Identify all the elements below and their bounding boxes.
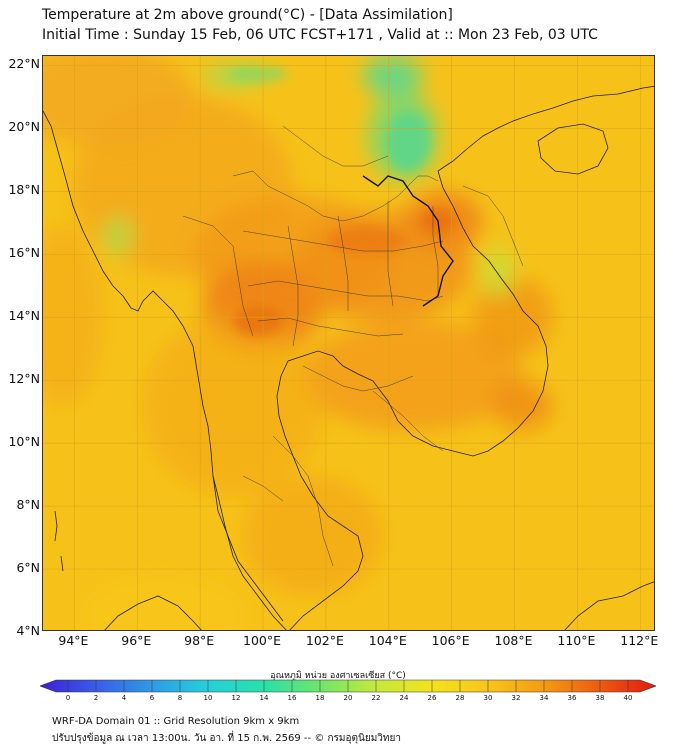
lon-tick-label: 112°E	[620, 633, 659, 648]
lat-tick-label: 10°N	[8, 434, 40, 450]
graticule	[43, 56, 654, 630]
colorbar-tick-label: 40	[623, 694, 633, 702]
lon-tick-label: 104°E	[368, 633, 407, 648]
lon-tick-label: 108°E	[494, 633, 533, 648]
colorbar-tick-label: 12	[231, 694, 241, 702]
colorbar	[40, 679, 656, 693]
colorbar-tick-label: 4	[121, 694, 127, 702]
colorbar-tick-label: 10	[203, 694, 213, 702]
lon-tick-label: 102°E	[305, 633, 344, 648]
colorbar-tick-label: 18	[315, 694, 325, 702]
mekong-border	[362, 175, 454, 307]
map-subtitle: Initial Time : Sunday 15 Feb, 06 UTC FCS…	[42, 27, 598, 43]
colorbar-tick-label: 32	[511, 694, 521, 702]
lat-tick-label: 16°N	[8, 245, 40, 261]
footer-update-info: ปรับปรุงข้อมูล ณ เวลา 13:00น. วัน อา. ที…	[52, 733, 401, 744]
lon-tick-label: 96°E	[121, 633, 152, 648]
temperature-map	[43, 56, 654, 630]
lon-tick-label: 98°E	[184, 633, 215, 648]
colorbar-tick-label: 2	[93, 694, 99, 702]
colorbar-tick-label: 28	[455, 694, 465, 702]
colorbar-tick-label: 24	[399, 694, 409, 702]
footer-model-info: WRF-DA Domain 01 :: Grid Resolution 9km …	[52, 716, 300, 727]
lon-tick-label: 110°E	[557, 633, 596, 648]
colorbar-tick-label: 38	[595, 694, 605, 702]
colorbar-title: อุณหภูมิ หน่วย องศาเซลเซียส (°C)	[270, 671, 406, 681]
colorbar-tick-label: 8	[177, 694, 183, 702]
colorbar-tick-label: 0	[65, 694, 71, 702]
lon-tick-label: 106°E	[431, 633, 470, 648]
lon-tick-label: 100°E	[243, 633, 282, 648]
coastlines-borders	[43, 85, 654, 630]
lat-tick-label: 12°N	[8, 371, 40, 387]
lat-tick-label: 4°N	[16, 623, 40, 638]
lat-tick-label: 14°N	[8, 308, 40, 324]
colorbar-tick-label: 30	[483, 694, 493, 702]
colorbar-tick-label: 26	[427, 694, 437, 702]
lat-tick-label: 8°N	[16, 497, 40, 513]
lat-tick-label: 6°N	[16, 560, 40, 576]
colorbar-tick-label: 6	[149, 694, 155, 702]
lat-tick-label: 22°N	[8, 56, 40, 72]
colorbar-tick-label: 20	[343, 694, 353, 702]
map-panel	[42, 55, 655, 631]
lat-tick-label: 20°N	[8, 119, 40, 135]
lat-tick-label: 18°N	[8, 182, 40, 198]
colorbar-tick-label: 14	[259, 694, 269, 702]
colorbar-tick-label: 36	[567, 694, 577, 702]
colorbar-tick-label: 34	[539, 694, 549, 702]
map-title: Temperature at 2m above ground(°C) - [Da…	[42, 7, 453, 23]
colorbar-tick-label: 22	[371, 694, 381, 702]
lon-tick-label: 94°E	[58, 633, 89, 648]
admin-boundaries	[182, 125, 524, 567]
colorbar-tick-label: 16	[287, 694, 297, 702]
